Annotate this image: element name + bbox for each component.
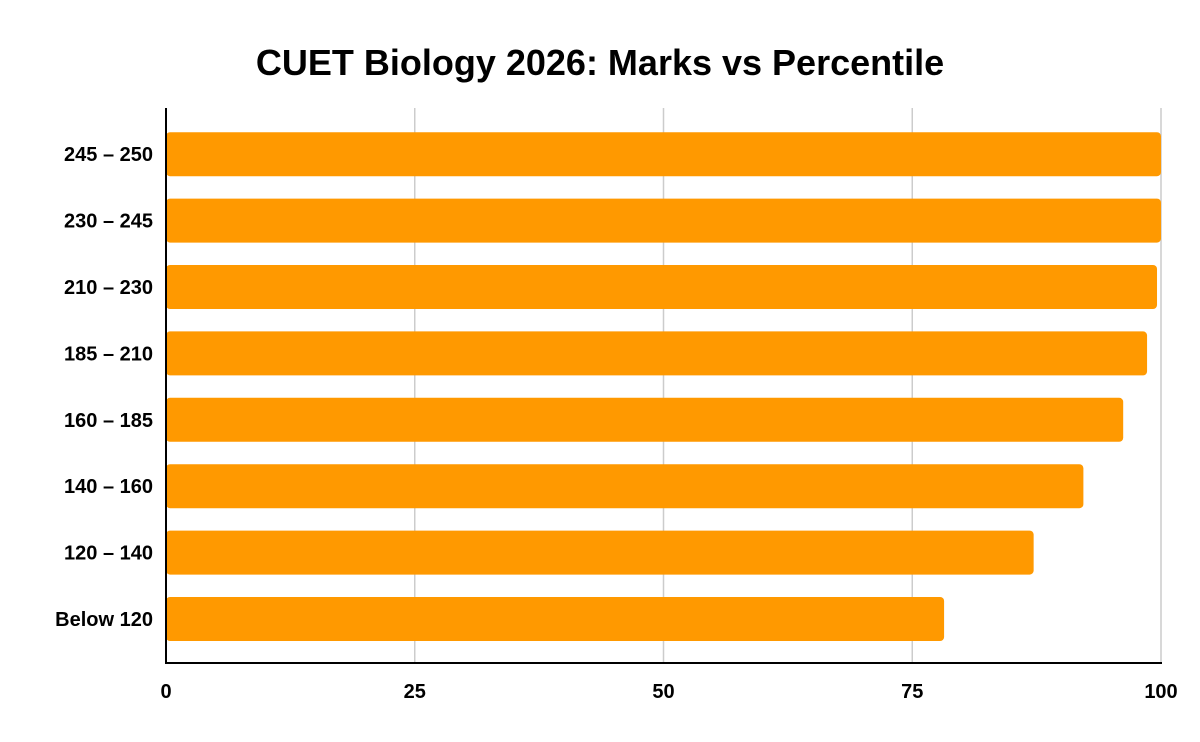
bar	[166, 397, 1124, 442]
category-label: 185 – 210	[64, 343, 153, 365]
x-tick-labels: 0 25 50 75 100	[160, 681, 1177, 703]
category-label: 160 – 185	[64, 410, 153, 432]
bar	[166, 530, 1034, 575]
x-tick-label: 100	[1144, 681, 1177, 703]
category-label: 140 – 160	[64, 476, 153, 498]
category-label: 230 – 245	[64, 211, 153, 233]
bar	[166, 265, 1158, 309]
bars	[166, 132, 1161, 641]
x-tick-label: 0	[160, 681, 171, 703]
bar	[166, 597, 945, 641]
category-label: Below 120	[55, 609, 153, 631]
x-tick-label: 50	[652, 681, 674, 703]
bar	[166, 132, 1161, 177]
bar	[166, 198, 1161, 243]
bar	[166, 331, 1148, 376]
category-label: 120 – 140	[64, 543, 153, 565]
x-tick-label: 25	[404, 681, 426, 703]
category-labels: 245 – 250 230 – 245 210 – 230 185 – 210 160 …	[55, 144, 153, 631]
category-label: 245 – 250	[64, 144, 153, 166]
x-tick-label: 75	[901, 681, 923, 703]
chart-title: CUET Biology 2026: Marks vs Percentile	[256, 42, 944, 83]
bar	[166, 464, 1084, 509]
category-label: 210 – 230	[64, 277, 153, 299]
axes	[165, 108, 1162, 664]
grid-lines	[414, 108, 1162, 663]
